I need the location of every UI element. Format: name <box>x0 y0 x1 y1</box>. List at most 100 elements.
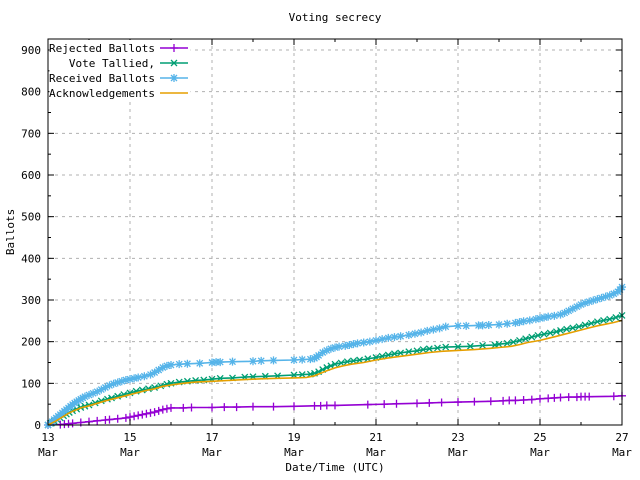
plus-marker <box>68 419 77 428</box>
cross-marker <box>442 343 450 351</box>
asterisk-marker <box>609 289 618 298</box>
cross-marker <box>397 349 405 357</box>
cross-marker <box>343 358 351 366</box>
asterisk-marker <box>365 337 374 346</box>
asterisk-marker <box>484 321 493 329</box>
asterisk-marker <box>353 339 362 348</box>
plus-marker <box>167 403 175 412</box>
asterisk-marker <box>150 368 159 377</box>
asterisk-marker <box>417 328 426 337</box>
asterisk-marker <box>345 341 354 349</box>
plus-marker <box>519 396 528 404</box>
asterisk-marker <box>349 340 358 349</box>
x-tick-month-label: Mar <box>530 446 550 459</box>
cross-marker <box>587 319 595 327</box>
y-tick-label: 300 <box>21 294 41 307</box>
asterisk-marker <box>322 346 331 355</box>
asterisk-marker <box>560 308 569 317</box>
asterisk-marker <box>298 355 307 364</box>
asterisk-marker <box>208 358 216 367</box>
asterisk-marker <box>544 312 553 321</box>
cross-marker <box>495 340 503 348</box>
plus-marker <box>290 402 298 411</box>
asterisk-marker <box>93 387 102 396</box>
plus-marker <box>454 398 462 407</box>
series-line <box>47 314 623 426</box>
asterisk-marker <box>89 389 98 398</box>
cross-marker <box>569 324 577 332</box>
plus-marker <box>162 404 171 413</box>
asterisk-marker <box>170 74 178 82</box>
cross-marker <box>600 316 608 324</box>
cross-marker <box>413 347 421 355</box>
plus-marker <box>425 398 434 407</box>
plus-marker <box>232 403 241 412</box>
cross-marker <box>563 325 571 333</box>
asterisk-marker <box>423 326 432 335</box>
asterisk-marker <box>454 321 462 330</box>
asterisk-marker <box>503 319 512 328</box>
asterisk-marker <box>597 293 606 302</box>
asterisk-marker <box>130 374 139 383</box>
y-tick-label: 600 <box>21 169 41 182</box>
cross-marker <box>593 318 601 326</box>
plus-marker <box>154 406 163 415</box>
asterisk-marker <box>462 321 471 330</box>
plus-marker <box>158 405 167 414</box>
cross-marker <box>575 323 583 331</box>
x-tick-day-label: 25 <box>533 431 546 444</box>
plus-marker <box>392 399 401 408</box>
y-axis-label: Ballots <box>4 209 17 255</box>
asterisk-marker <box>306 355 315 364</box>
cross-marker <box>419 346 427 354</box>
plus-marker <box>220 403 229 412</box>
asterisk-marker <box>540 313 549 322</box>
asterisk-marker <box>314 351 323 360</box>
plus-marker <box>179 403 188 412</box>
chart-title: Voting secrecy <box>289 11 382 24</box>
asterisk-marker <box>585 297 594 306</box>
asterisk-marker <box>519 317 528 326</box>
plus-marker <box>413 399 421 408</box>
cross-marker <box>552 328 560 336</box>
asterisk-marker <box>162 361 171 370</box>
asterisk-marker <box>550 311 559 320</box>
asterisk-marker <box>158 363 167 372</box>
plus-marker <box>138 410 147 419</box>
plus-marker <box>134 411 143 420</box>
cross-marker <box>612 314 620 321</box>
cross-marker <box>546 329 554 337</box>
plus-marker <box>249 402 257 411</box>
cross-marker <box>405 348 413 356</box>
asterisk-marker <box>216 358 225 367</box>
asterisk-marker <box>384 333 393 342</box>
asterisk-marker <box>359 338 368 347</box>
cross-marker <box>479 341 487 349</box>
asterisk-marker <box>175 360 184 369</box>
cross-marker <box>581 321 589 329</box>
x-tick-month-label: Mar <box>120 446 140 459</box>
plus-marker <box>556 393 565 402</box>
plus-marker <box>121 413 130 422</box>
x-tick-month-label: Mar <box>38 446 58 459</box>
cross-marker <box>557 326 564 334</box>
asterisk-marker <box>568 304 577 313</box>
legend-label: Acknowledgements <box>49 87 155 100</box>
cross-marker <box>337 359 345 367</box>
asterisk-marker <box>378 335 387 344</box>
asterisk-marker <box>577 300 585 309</box>
plus-marker <box>585 392 594 401</box>
asterisk-marker <box>167 361 175 369</box>
asterisk-marker <box>435 324 444 333</box>
asterisk-marker <box>113 378 122 387</box>
y-tick-label: 700 <box>21 127 41 140</box>
asterisk-marker <box>105 381 114 390</box>
plus-marker <box>437 398 446 407</box>
asterisk-marker <box>396 332 405 341</box>
asterisk-marker <box>154 366 163 374</box>
asterisk-marker <box>531 315 540 324</box>
asterisk-marker <box>572 302 581 311</box>
asterisk-marker <box>404 331 413 339</box>
x-tick-month-label: Mar <box>284 446 304 459</box>
